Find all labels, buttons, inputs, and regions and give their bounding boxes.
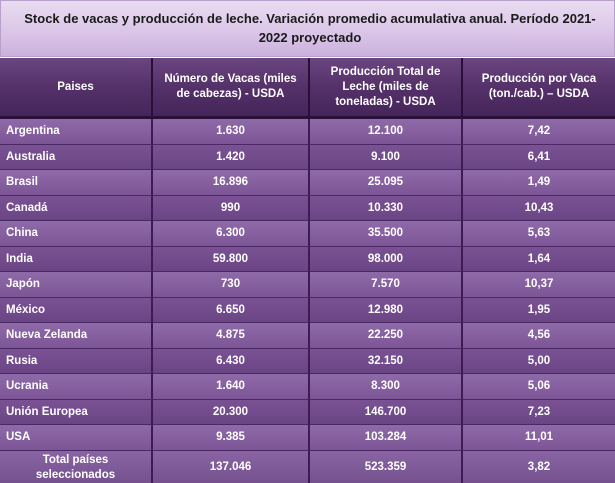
cell-produccion: 35.500	[310, 221, 463, 247]
cell-produccion: 25.095	[310, 170, 463, 196]
cell-por-vaca: 11,01	[463, 425, 615, 451]
table-row: Australia 1.420 9.100 6,41	[0, 144, 615, 170]
cell-vacas: 4.875	[153, 323, 310, 349]
cell-por-vaca: 1,49	[463, 170, 615, 196]
total-row: Total países seleccionados 137.046 523.359…	[0, 450, 615, 483]
cell-pais: Japón	[0, 272, 153, 298]
cell-produccion: 98.000	[310, 246, 463, 272]
cell-pais: Unión Europea	[0, 399, 153, 425]
cell-vacas: 20.300	[153, 399, 310, 425]
table-row: Ucrania 1.640 8.300 5,06	[0, 374, 615, 400]
cell-vacas: 6.300	[153, 221, 310, 247]
table-row: India 59.800 98.000 1,64	[0, 246, 615, 272]
cell-por-vaca: 5,00	[463, 348, 615, 374]
cell-produccion: 22.250	[310, 323, 463, 349]
data-table-container: Paises Número de Vacas (miles de cabezas…	[0, 58, 615, 483]
cell-por-vaca: 7,23	[463, 399, 615, 425]
cell-produccion: 12.100	[310, 119, 463, 145]
total-produccion: 523.359	[310, 450, 463, 483]
table-title: Stock de vacas y producción de leche. Va…	[24, 11, 596, 45]
header-row: Paises Número de Vacas (miles de cabezas…	[0, 58, 615, 119]
cell-produccion: 146.700	[310, 399, 463, 425]
cell-pais: Rusia	[0, 348, 153, 374]
cell-pais: Brasil	[0, 170, 153, 196]
cell-por-vaca: 6,41	[463, 144, 615, 170]
table-row: Unión Europea 20.300 146.700 7,23	[0, 399, 615, 425]
cell-por-vaca: 1,95	[463, 297, 615, 323]
title-banner: Stock de vacas y producción de leche. Va…	[0, 0, 615, 57]
cell-pais: India	[0, 246, 153, 272]
table-row: China 6.300 35.500 5,63	[0, 221, 615, 247]
total-vacas: 137.046	[153, 450, 310, 483]
cell-produccion: 103.284	[310, 425, 463, 451]
table-row: Brasil 16.896 25.095 1,49	[0, 170, 615, 196]
cell-vacas: 1.640	[153, 374, 310, 400]
cell-por-vaca: 10,43	[463, 195, 615, 221]
cell-vacas: 990	[153, 195, 310, 221]
cell-vacas: 59.800	[153, 246, 310, 272]
cell-pais: Canadá	[0, 195, 153, 221]
table-row: Japón 730 7.570 10,37	[0, 272, 615, 298]
cell-vacas: 6.650	[153, 297, 310, 323]
cell-por-vaca: 5,63	[463, 221, 615, 247]
header-produccion-total: Producción Total de Leche (miles de tone…	[310, 58, 463, 119]
cell-pais: Ucrania	[0, 374, 153, 400]
table-row: Rusia 6.430 32.150 5,00	[0, 348, 615, 374]
milk-production-table: Paises Número de Vacas (miles de cabezas…	[0, 58, 615, 483]
cell-pais: China	[0, 221, 153, 247]
cell-vacas: 730	[153, 272, 310, 298]
table-row: Canadá 990 10.330 10,43	[0, 195, 615, 221]
cell-por-vaca: 4,56	[463, 323, 615, 349]
cell-vacas: 9.385	[153, 425, 310, 451]
cell-por-vaca: 7,42	[463, 119, 615, 145]
cell-vacas: 1.630	[153, 119, 310, 145]
cell-pais: México	[0, 297, 153, 323]
cell-vacas: 6.430	[153, 348, 310, 374]
header-produccion-por-vaca: Producción por Vaca (ton./cab.) – USDA	[463, 58, 615, 119]
cell-produccion: 8.300	[310, 374, 463, 400]
cell-produccion: 12.980	[310, 297, 463, 323]
cell-pais: USA	[0, 425, 153, 451]
cell-produccion: 7.570	[310, 272, 463, 298]
cell-vacas: 1.420	[153, 144, 310, 170]
cell-pais: Australia	[0, 144, 153, 170]
total-label: Total países seleccionados	[0, 450, 153, 483]
table-row: Argentina 1.630 12.100 7,42	[0, 119, 615, 145]
cell-por-vaca: 1,64	[463, 246, 615, 272]
table-row: México 6.650 12.980 1,95	[0, 297, 615, 323]
header-paises: Paises	[0, 58, 153, 119]
cell-produccion: 9.100	[310, 144, 463, 170]
cell-por-vaca: 10,37	[463, 272, 615, 298]
total-por-vaca: 3,82	[463, 450, 615, 483]
cell-pais: Argentina	[0, 119, 153, 145]
cell-vacas: 16.896	[153, 170, 310, 196]
cell-produccion: 32.150	[310, 348, 463, 374]
cell-pais: Nueva Zelanda	[0, 323, 153, 349]
cell-por-vaca: 5,06	[463, 374, 615, 400]
table-row: Nueva Zelanda 4.875 22.250 4,56	[0, 323, 615, 349]
cell-produccion: 10.330	[310, 195, 463, 221]
header-numero-vacas: Número de Vacas (miles de cabezas) - USD…	[153, 58, 310, 119]
table-body: Argentina 1.630 12.100 7,42 Australia 1.420 9.…	[0, 119, 615, 483]
table-row: USA 9.385 103.284 11,01	[0, 425, 615, 451]
